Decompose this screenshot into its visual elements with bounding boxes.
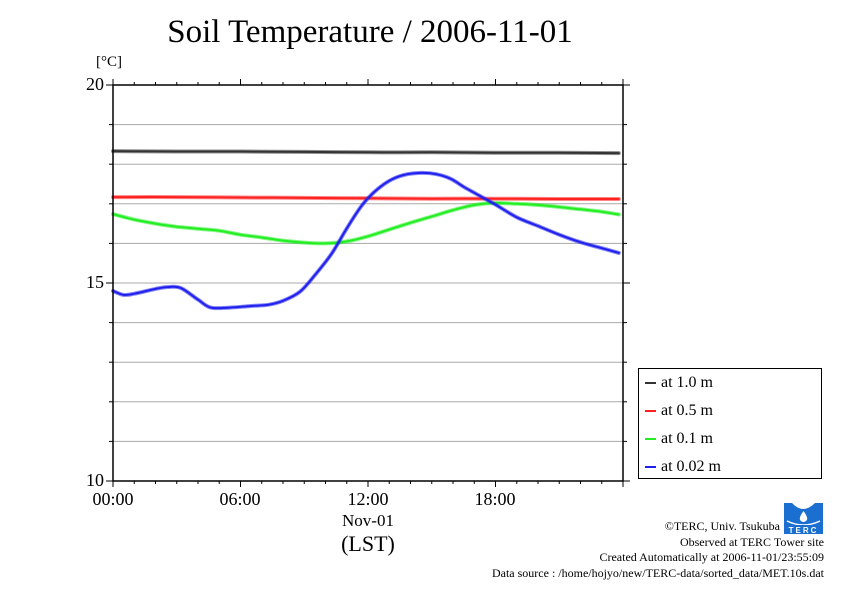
credits-block: ©TERC, Univ. Tsukuba Observed at TERC To…: [492, 519, 824, 581]
x-tick-label: 12:00: [347, 489, 389, 509]
series-line-at-0-1-m: [112, 201, 620, 245]
legend-label: at 1.0 m: [661, 374, 713, 391]
y-axis-unit-label: [°C]: [96, 54, 122, 70]
source-text: Data source : /home/hojyo/new/TERC-data/…: [491, 565, 824, 580]
y-tick-label: 10: [86, 470, 104, 490]
series-line-at-0-02-m: [112, 171, 620, 310]
terc-logo: TERC: [784, 503, 823, 534]
legend-label: at 0.5 m: [661, 402, 713, 419]
legend-item: at 0.5 m: [645, 401, 713, 421]
series-line-at-1-0-m: [112, 150, 620, 155]
y-tick-label: 15: [86, 272, 104, 292]
observed-text: Observed at TERC Tower site: [679, 534, 824, 549]
x-tick-label: 18:00: [474, 489, 516, 509]
copyright-text: ©TERC, Univ. Tsukuba: [664, 519, 780, 533]
legend-label: at 0.1 m: [661, 430, 713, 447]
legend-item: at 0.02 m: [645, 457, 721, 477]
series-halo-at-0-02-m: [111, 170, 621, 311]
legend-swatch: [645, 382, 656, 384]
legend-swatch: [645, 466, 656, 468]
created-text: Created Automatically at 2006-11-01/23:5…: [599, 550, 824, 564]
legend-swatch: [645, 438, 656, 440]
gridlines: [113, 124, 623, 442]
legend-item: at 0.1 m: [645, 429, 713, 449]
chart-title: Soil Temperature / 2006-11-01: [167, 14, 573, 50]
legend-item: at 1.0 m: [645, 373, 713, 393]
x-axis-label: (LST): [341, 531, 395, 556]
legend-swatch: [645, 410, 656, 412]
legend: at 1.0 m at 0.5 m at 0.1 m at 0.02 m: [638, 368, 822, 479]
x-tick-label: 06:00: [219, 489, 261, 509]
logo-text: TERC: [789, 526, 819, 534]
y-tick-label: 20: [86, 74, 104, 94]
legend-label: at 0.02 m: [661, 458, 721, 475]
x-tick-label: 00:00: [92, 489, 134, 509]
series-lines: [111, 149, 621, 311]
plot-frame: [112, 84, 624, 482]
x-axis-date-label: Nov-01: [342, 511, 394, 530]
